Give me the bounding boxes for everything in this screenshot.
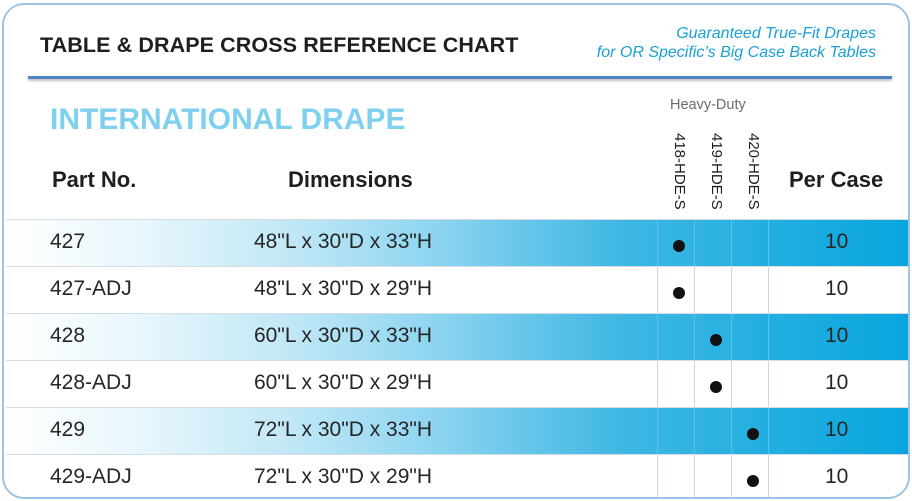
column-divider [731,408,732,454]
table-row: 427-ADJ 48"L x 30"D x 29"H 10 [6,266,908,313]
table-row: 429-ADJ 72"L x 30"D x 29"H 10 [6,454,908,497]
row-part-number: 429-ADJ [50,465,132,488]
table-body: 427 48"L x 30"D x 33"H 10 427-ADJ 48"L x 30"… [6,219,908,497]
section-title: INTERNATIONAL DRAPE [50,103,406,136]
fit-indicator-dot [673,287,685,299]
column-divider [657,314,658,360]
column-header-drape-420: 420-HDE-S [745,133,762,210]
column-divider [731,267,732,313]
column-divider [694,220,695,266]
row-per-case: 10 [825,465,849,488]
column-divider [657,455,658,497]
column-divider [657,267,658,313]
table-row: 429 72"L x 30"D x 33"H 10 [6,407,908,454]
column-header-part: Part No. [52,167,137,192]
tagline-line-1: Guaranteed True-Fit Drapes [676,25,876,42]
row-dimensions: 48"L x 30"D x 29"H [254,277,433,300]
column-header-dimensions: Dimensions [288,167,413,192]
row-per-case: 10 [825,418,849,441]
row-part-number: 429 [50,418,86,441]
column-divider [731,220,732,266]
column-divider [768,361,769,407]
column-divider [657,361,658,407]
column-divider [768,408,769,454]
row-per-case: 10 [825,277,849,300]
column-divider [731,455,732,497]
tagline: Guaranteed True-Fit Drapes for OR Specif… [597,24,876,62]
row-part-number: 427-ADJ [50,277,132,300]
table-row: 428-ADJ 60"L x 30"D x 29"H 10 [6,360,908,407]
column-header-drape-419: 419-HDE-S [708,133,725,210]
column-divider [694,314,695,360]
fit-indicator-dot [710,334,722,346]
column-divider [694,455,695,497]
column-divider [731,314,732,360]
row-dimensions: 72"L x 30"D x 29"H [254,465,433,488]
row-dimensions: 60"L x 30"D x 33"H [254,324,433,347]
row-per-case: 10 [825,371,849,394]
tagline-line-2: for OR Specific’s Big Case Back Tables [596,44,876,61]
row-per-case: 10 [825,230,849,253]
column-header-per-case: Per Case [789,167,884,192]
column-divider [768,314,769,360]
row-part-number: 428 [50,324,86,347]
row-dimensions: 48"L x 30"D x 33"H [254,230,433,253]
drape-group-label: Heavy-Duty [670,97,746,113]
row-part-number: 427 [50,230,86,253]
row-part-number: 428-ADJ [50,371,132,394]
column-divider [694,408,695,454]
column-divider [657,408,658,454]
column-divider [768,267,769,313]
header-divider [28,76,892,79]
chart-title: TABLE & DRAPE CROSS REFERENCE CHART [40,33,519,57]
fit-indicator-dot [747,475,759,487]
cross-reference-card: TABLE & DRAPE CROSS REFERENCE CHART Guar… [2,3,910,499]
fit-indicator-dot [710,381,722,393]
column-divider [694,267,695,313]
column-header-drape-418: 418-HDE-S [671,133,688,210]
column-divider [731,361,732,407]
column-divider [657,220,658,266]
column-divider [694,361,695,407]
table-row: 428 60"L x 30"D x 33"H 10 [6,313,908,360]
table-row: 427 48"L x 30"D x 33"H 10 [6,219,908,266]
row-dimensions: 72"L x 30"D x 33"H [254,418,433,441]
row-dimensions: 60"L x 30"D x 29"H [254,371,433,394]
fit-indicator-dot [747,428,759,440]
column-divider [768,220,769,266]
column-divider [768,455,769,497]
fit-indicator-dot [673,240,685,252]
row-per-case: 10 [825,324,849,347]
